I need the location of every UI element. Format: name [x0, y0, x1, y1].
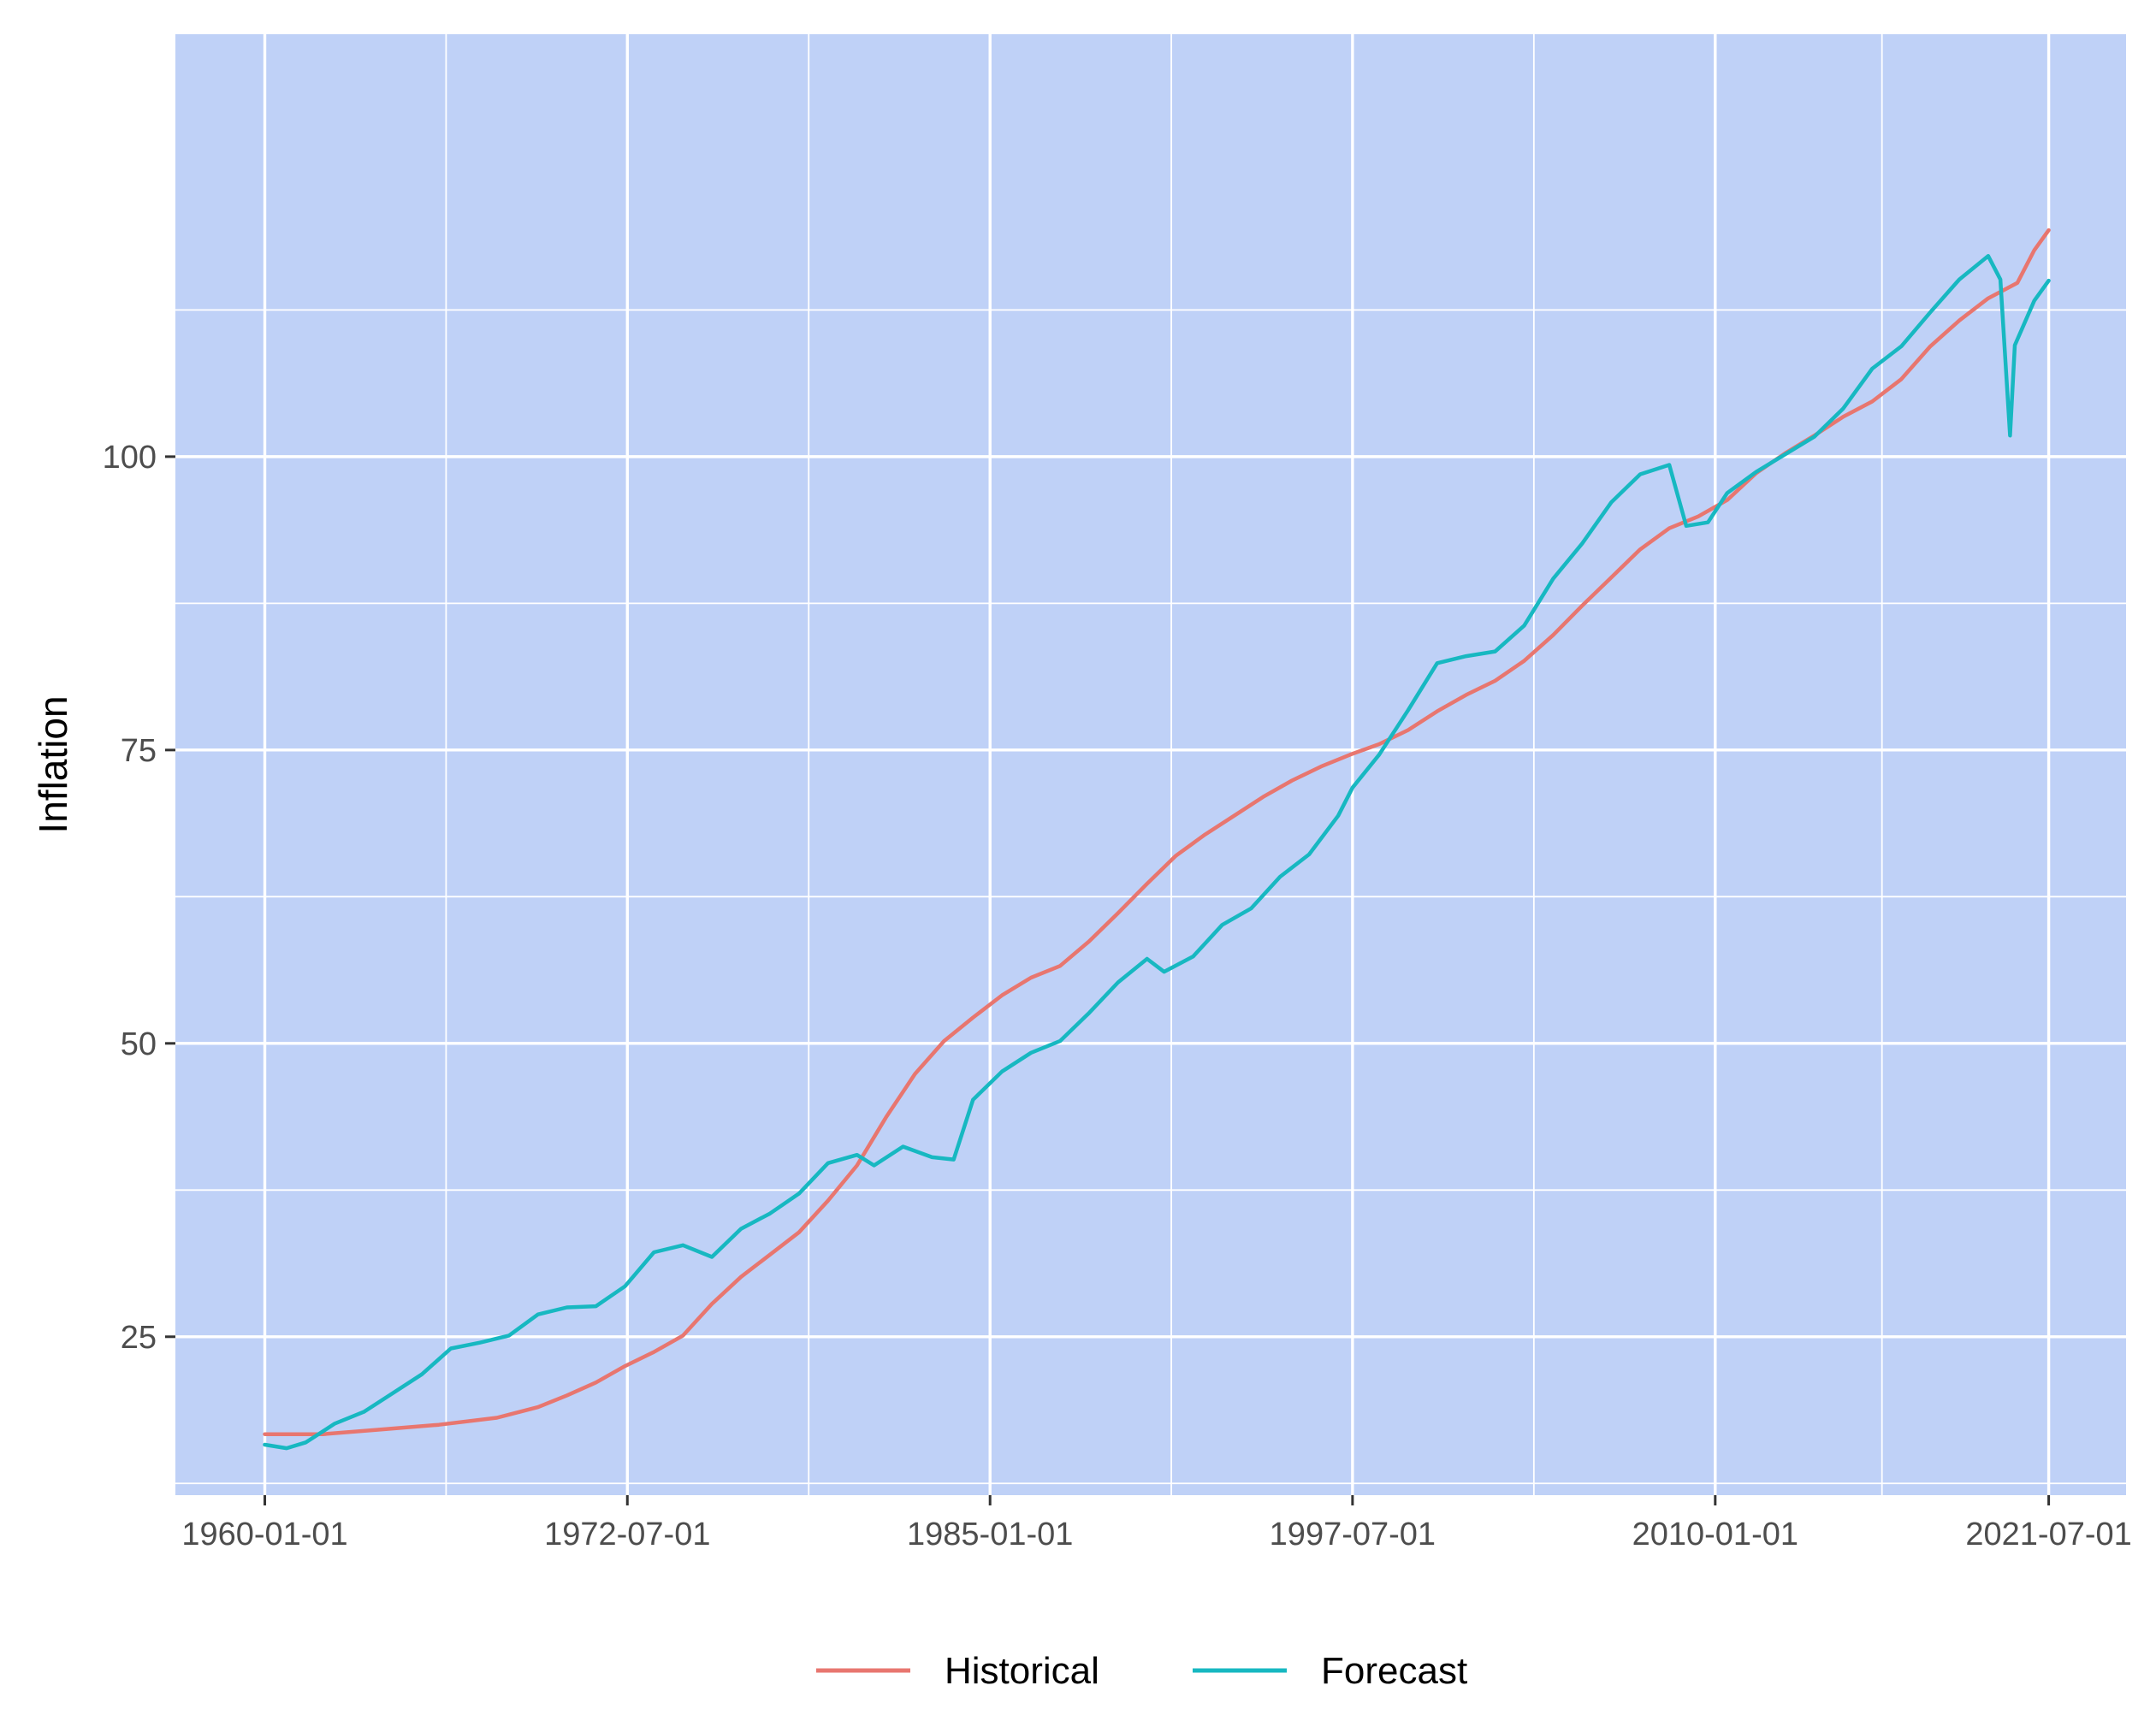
series-line-forecast	[263, 254, 2051, 1451]
legend-label-forecast: Forecast	[1321, 1650, 1467, 1692]
x-tick-label: 1972-07-01	[544, 1517, 710, 1552]
legend: Historical Forecast	[816, 1650, 1467, 1692]
x-tick-label: 1960-01-01	[181, 1517, 347, 1552]
grid-minor-lines	[175, 34, 2126, 1495]
legend-label-historical: Historical	[945, 1650, 1099, 1692]
y-axis: 25 50 75 100	[103, 440, 175, 1356]
y-axis-title: Inflation	[31, 695, 75, 833]
x-tick-label: 1997-07-01	[1270, 1517, 1436, 1552]
x-tick-label: 2021-07-01	[1965, 1517, 2131, 1552]
y-tick-label: 100	[103, 440, 157, 476]
grid-major-lines	[175, 34, 2126, 1495]
y-tick-label: 25	[121, 1320, 157, 1356]
y-tick-label: 50	[121, 1026, 157, 1062]
x-axis: 1960-01-01 1972-07-01 1985-01-01 1997-07-01…	[181, 1495, 2132, 1552]
plot-panel	[175, 34, 2126, 1495]
series-layer	[263, 228, 2051, 1451]
y-tick-label: 75	[121, 733, 157, 769]
x-tick-label: 1985-01-01	[907, 1517, 1073, 1552]
x-tick-label: 2010-01-01	[1632, 1517, 1798, 1552]
